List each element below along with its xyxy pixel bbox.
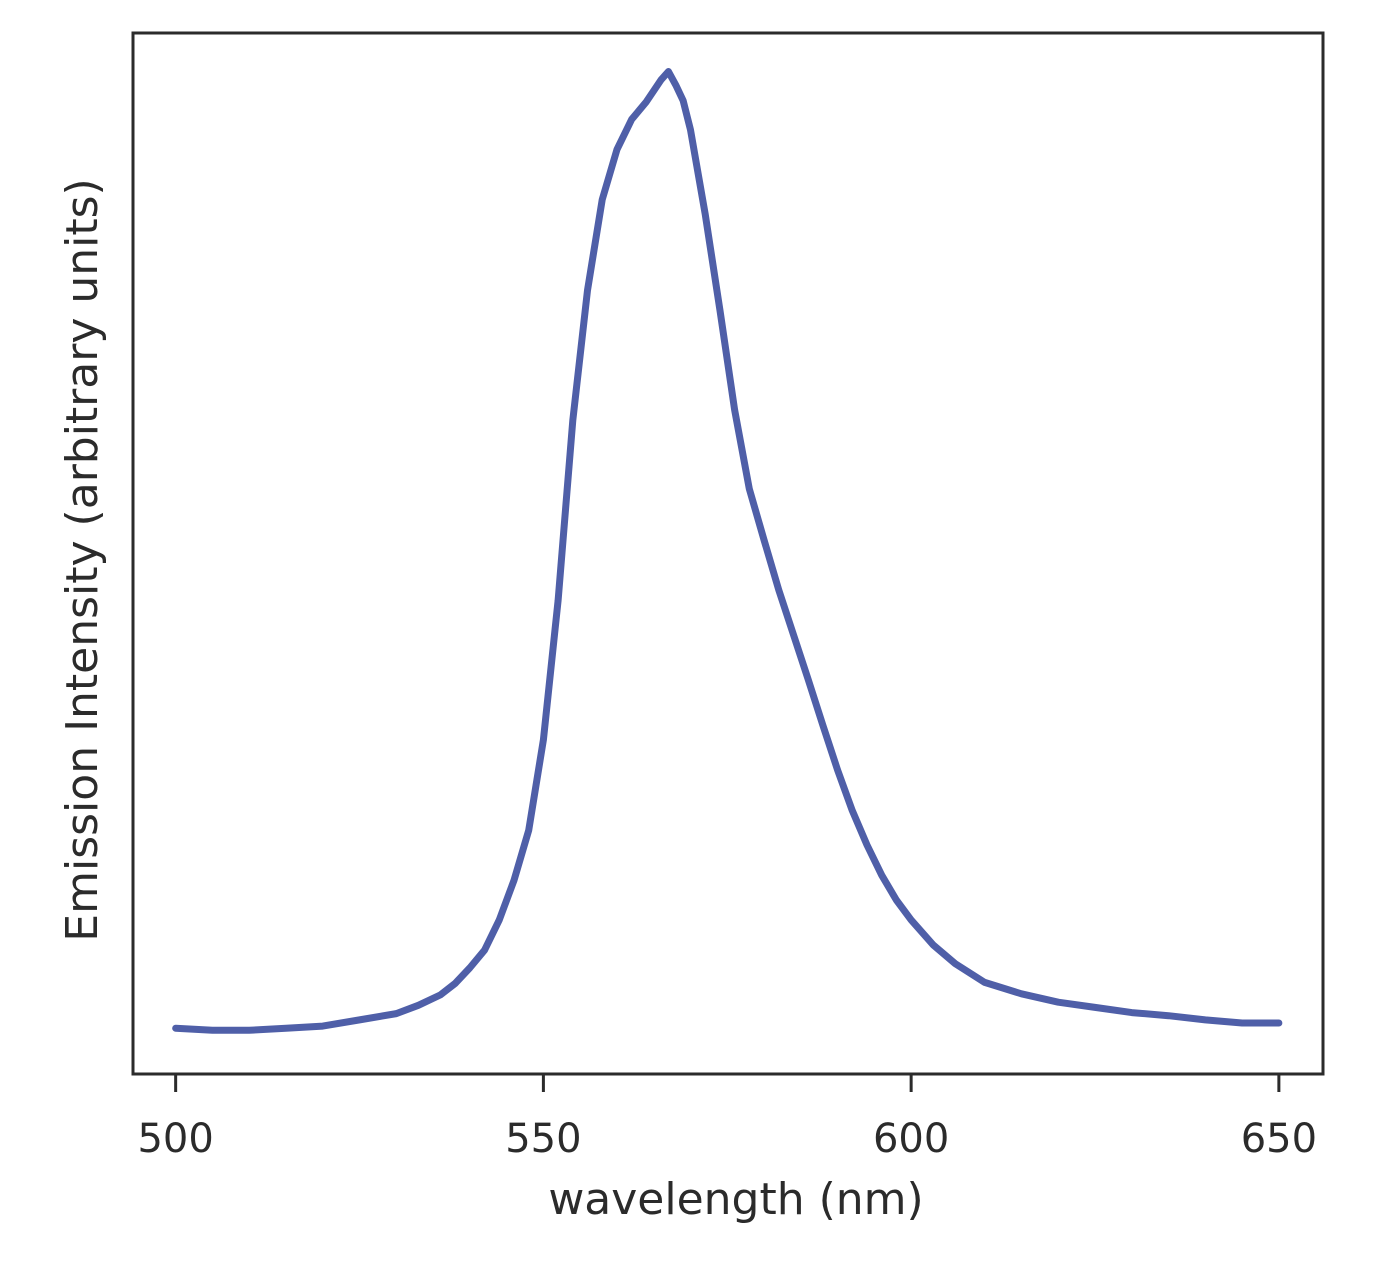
line-series xyxy=(172,68,1283,1034)
x-tick-label: 550 xyxy=(505,1116,581,1162)
plot-frame xyxy=(131,31,1325,1076)
x-tick-label: 600 xyxy=(873,1116,949,1162)
x-axis-label: wavelength (nm) xyxy=(548,1174,923,1225)
y-axis-label: Emission Intensity (arbitrary units) xyxy=(57,178,108,941)
x-tick-label: 650 xyxy=(1241,1116,1317,1162)
x-tick-label: 500 xyxy=(137,1116,213,1162)
